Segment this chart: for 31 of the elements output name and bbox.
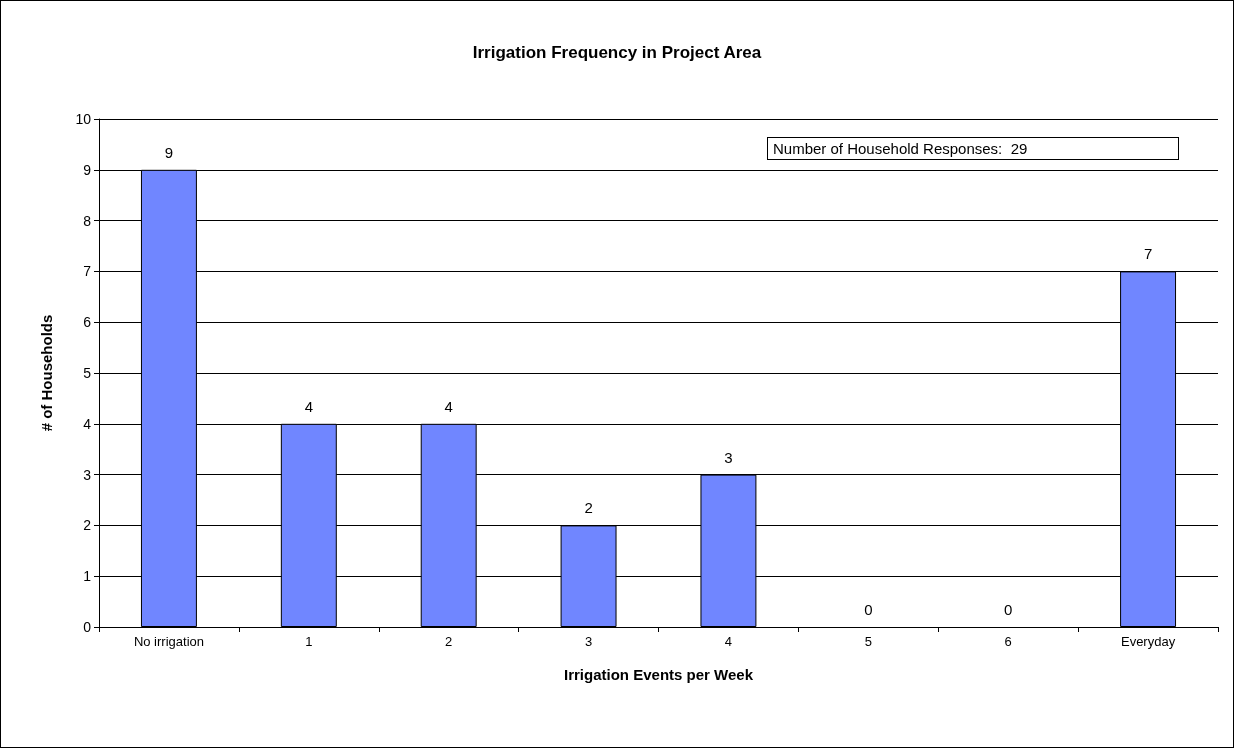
x-tick-label: 6 <box>1004 634 1012 649</box>
x-tick-label: 1 <box>305 634 313 649</box>
y-axis-title: # of Households <box>38 314 55 432</box>
data-label: 7 <box>1143 245 1153 263</box>
y-tick-label: 6 <box>83 314 92 331</box>
data-label: 4 <box>444 397 453 415</box>
x-tick-label: No irrigation <box>133 634 204 649</box>
x-tick-label: 4 <box>724 634 733 649</box>
x-tick-label: Everyday <box>1120 634 1176 649</box>
data-label: 9 <box>164 143 174 161</box>
note-box: Number of Household Responses: 29 <box>767 137 1179 160</box>
y-tick-label: 1 <box>83 568 92 585</box>
y-tick-label: 8 <box>83 212 92 229</box>
y-tick-label: 4 <box>83 415 92 432</box>
y-tick-label: 7 <box>83 263 92 280</box>
data-label: 0 <box>1004 601 1013 618</box>
x-tick-label: 2 <box>445 634 453 649</box>
data-label: 2 <box>584 499 593 517</box>
y-tick-label: 9 <box>83 161 92 178</box>
x-tick-label: 3 <box>584 634 593 649</box>
y-tick-label: 10 <box>75 111 92 127</box>
data-label: 3 <box>724 448 733 466</box>
y-tick-label: 3 <box>83 466 92 483</box>
y-tick-label: 2 <box>83 517 92 534</box>
chart-title: Irrigation Frequency in Project Area <box>472 43 762 62</box>
x-tick-label: 5 <box>864 634 872 649</box>
x-axis-title: Irrigation Events per Week <box>564 666 754 683</box>
y-tick-label: 0 <box>83 619 92 635</box>
y-tick-label: 5 <box>83 365 92 381</box>
data-label: 4 <box>304 397 313 415</box>
data-label: 0 <box>864 601 873 618</box>
